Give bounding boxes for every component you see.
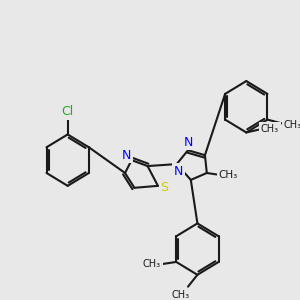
Text: CH₃: CH₃ [219, 170, 238, 180]
Text: CH₃: CH₃ [261, 124, 279, 134]
Text: CH₃: CH₃ [171, 290, 190, 300]
Text: N: N [174, 164, 183, 178]
Text: CH₃: CH₃ [284, 119, 300, 130]
Text: Cl: Cl [61, 105, 74, 118]
Text: S: S [160, 181, 169, 194]
Text: N: N [122, 149, 132, 162]
Text: N: N [183, 136, 193, 149]
Text: CH₃: CH₃ [143, 259, 161, 269]
